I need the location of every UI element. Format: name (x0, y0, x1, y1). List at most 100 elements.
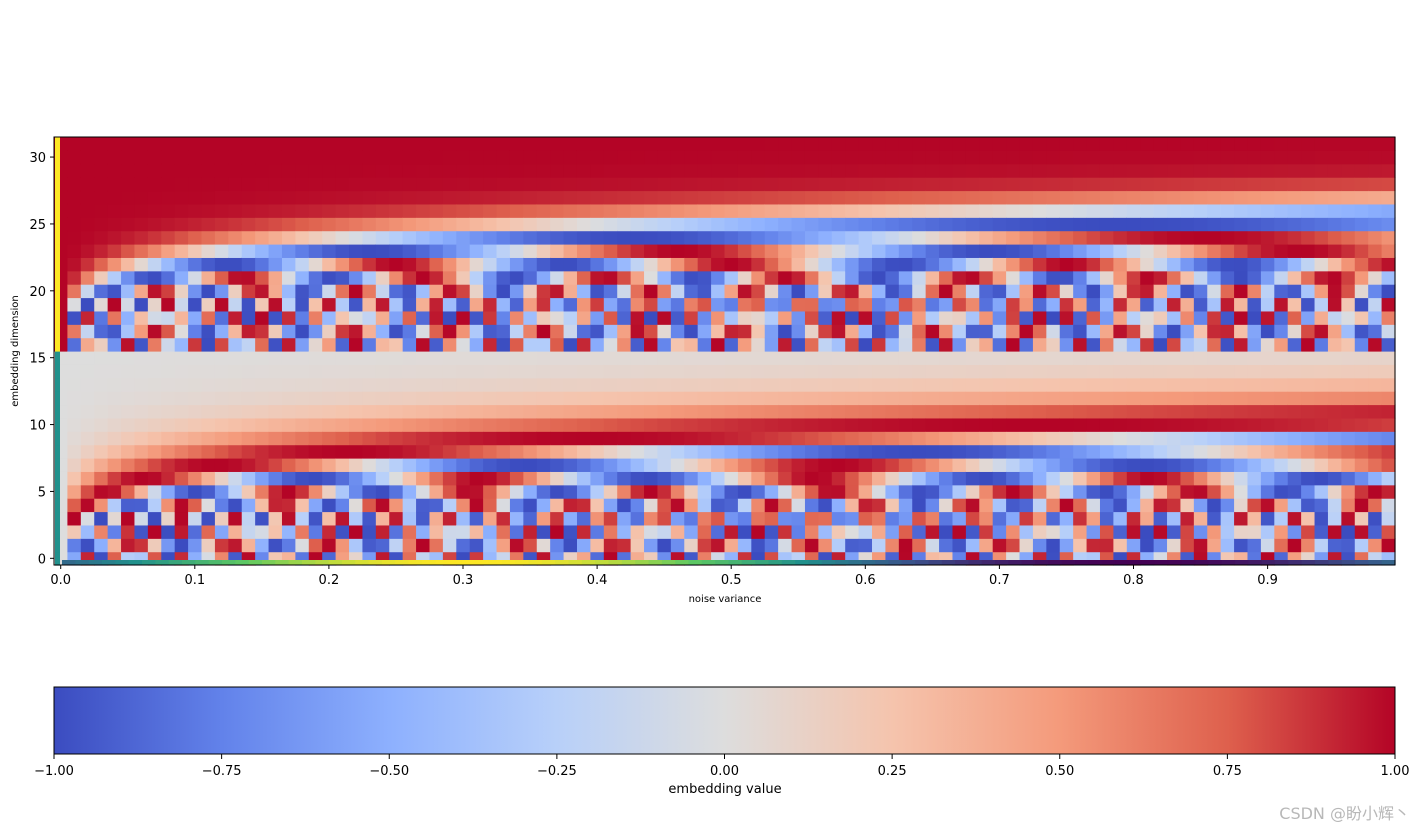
heatmap-cell (1234, 351, 1249, 365)
heatmap-cell (255, 324, 270, 339)
heatmap-cell (322, 538, 337, 553)
heatmap-cell (147, 137, 162, 151)
heatmap-cell (711, 244, 726, 258)
heatmap-cell (1193, 458, 1208, 472)
heatmap-cell (791, 230, 806, 245)
heatmap-cell (979, 364, 994, 379)
noise-bar-segment (608, 560, 623, 565)
heatmap-cell (939, 297, 954, 312)
heatmap-cell (1019, 511, 1034, 526)
heatmap-cell (67, 417, 82, 432)
heatmap-cell (630, 177, 645, 192)
heatmap-cell (1019, 230, 1034, 245)
heatmap-cell (295, 524, 310, 539)
heatmap-cell (1046, 538, 1061, 553)
heatmap-cell (1126, 324, 1141, 339)
heatmap-cell (281, 377, 296, 392)
heatmap-cell (644, 297, 659, 312)
noise-bar-segment (1341, 560, 1356, 565)
heatmap-cell (241, 351, 256, 365)
heatmap-cell (965, 190, 980, 205)
heatmap-cell (979, 351, 994, 365)
heatmap-cell (1220, 177, 1235, 192)
heatmap-cell (764, 444, 779, 459)
heatmap-cell (965, 284, 980, 299)
heatmap-cell (603, 417, 618, 432)
heatmap-cell (818, 484, 833, 499)
heatmap-cell (1260, 538, 1275, 553)
heatmap-cell (375, 257, 390, 272)
heatmap-cell (872, 137, 887, 151)
heatmap-cell (295, 310, 310, 325)
heatmap-cell (295, 351, 310, 365)
heatmap-cell (979, 150, 994, 165)
heatmap-cell (174, 511, 189, 526)
heatmap-cell (295, 417, 310, 432)
heatmap-cell (389, 364, 404, 379)
heatmap-cell (711, 351, 726, 365)
heatmap-cell (1368, 177, 1383, 192)
heatmap-cell (469, 230, 484, 245)
heatmap-cell (214, 431, 229, 446)
heatmap-cell (335, 150, 350, 165)
heatmap-cell (1341, 471, 1356, 486)
heatmap-cell (965, 257, 980, 272)
heatmap-cell (1193, 190, 1208, 205)
heatmap-cell (1327, 284, 1342, 299)
heatmap-cell (1046, 190, 1061, 205)
heatmap-cell (791, 137, 806, 151)
heatmap-cell (724, 498, 739, 513)
heatmap-cell (241, 270, 256, 285)
heatmap-cell (1180, 538, 1195, 553)
heatmap-cell (509, 163, 524, 178)
heatmap-cell (737, 137, 752, 151)
heatmap-cell (1314, 377, 1329, 392)
heatmap-cell (1247, 297, 1262, 312)
heatmap-cell (174, 137, 189, 151)
heatmap-cell (804, 484, 819, 499)
heatmap-cell (147, 310, 162, 325)
heatmap-cell (1341, 444, 1356, 459)
heatmap-cell (469, 524, 484, 539)
heatmap-cell (992, 137, 1007, 151)
heatmap-cell (456, 471, 471, 486)
heatmap-cell (898, 538, 913, 553)
heatmap-cell (1086, 310, 1101, 325)
heatmap-cell (1220, 417, 1235, 432)
heatmap-cell (121, 484, 136, 499)
heatmap-cell (188, 230, 203, 245)
noise-bar-segment (515, 560, 530, 565)
noise-bar-segment (1275, 560, 1289, 565)
heatmap-cell (1260, 324, 1275, 339)
heatmap-cell (630, 471, 645, 486)
heatmap-cell (1234, 203, 1249, 218)
heatmap-cell (737, 498, 752, 513)
heatmap-cell (979, 203, 994, 218)
heatmap-cell (536, 324, 551, 339)
heatmap-cell (1341, 498, 1356, 513)
heatmap-cell (965, 431, 980, 446)
heatmap-cell (523, 511, 538, 526)
heatmap-cell (858, 257, 873, 272)
heatmap-cell (657, 203, 672, 218)
heatmap-cell (1059, 524, 1074, 539)
heatmap-cell (697, 377, 712, 392)
heatmap-cell (456, 324, 471, 339)
heatmap-cell (1381, 190, 1396, 205)
heatmap-cell (791, 498, 806, 513)
heatmap-cell (831, 404, 846, 419)
heatmap-cell (603, 137, 618, 151)
heatmap-cell (469, 217, 484, 232)
heatmap-cell (965, 217, 980, 232)
heatmap-cell (778, 404, 793, 419)
heatmap-cell (1247, 270, 1262, 285)
noise-bar-segment (635, 560, 650, 565)
heatmap-cell (536, 190, 551, 205)
heatmap-cell (845, 230, 860, 245)
heatmap-cell (107, 498, 122, 513)
heatmap-cell (1193, 337, 1208, 352)
heatmap-cell (281, 498, 296, 513)
heatmap-cell (804, 471, 819, 486)
heatmap-cell (67, 511, 82, 526)
heatmap-cell (295, 444, 310, 459)
